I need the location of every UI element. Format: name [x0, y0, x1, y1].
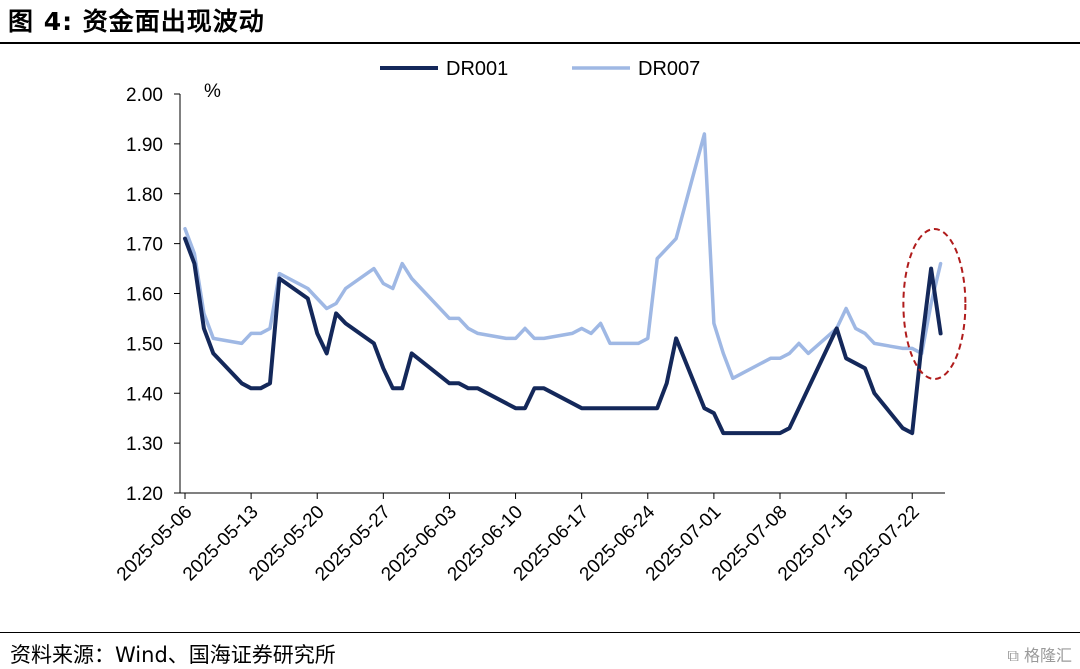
- watermark-icon: ⧉: [1007, 646, 1019, 665]
- chart-axes: [179, 94, 945, 494]
- y-tick-label: 1.60: [126, 285, 163, 306]
- chart-annotations: [902, 228, 967, 380]
- y-tick-label: 1.30: [126, 434, 163, 455]
- chart-lines: [183, 132, 943, 436]
- page-title: 图 4: 资金面出现波动: [8, 7, 265, 36]
- series-line-dr007: [183, 132, 943, 381]
- x-axis-ticks: 2025-05-062025-05-132025-05-202025-05-27…: [113, 493, 924, 585]
- y-tick-label: 1.40: [126, 384, 163, 405]
- watermark-text: 格隆汇: [1023, 646, 1072, 665]
- y-tick-label: 2.00: [126, 85, 163, 106]
- legend-label-dr001: DR001: [446, 58, 508, 80]
- y-tick-label: 1.20: [126, 484, 163, 505]
- watermark-logo: ⧉ 格隆汇: [1007, 642, 1072, 666]
- footer-rule: [0, 632, 1080, 633]
- y-tick-label: 1.50: [126, 334, 163, 355]
- series-line-dr001: [183, 236, 943, 436]
- y-tick-label: 1.80: [126, 185, 163, 206]
- legend-label-dr007: DR007: [638, 58, 700, 80]
- chart-legend: DR001 DR007: [380, 58, 700, 80]
- title-rule: [0, 42, 1080, 44]
- y-axis-unit: %: [204, 81, 221, 102]
- y-tick-label: 1.70: [126, 235, 163, 256]
- source-note: 资料来源：Wind、国海证券研究所: [10, 643, 336, 667]
- y-axis-ticks: 2.00 1.90 1.80 1.70 1.60 1.50 1.40 1.30 1.20%: [126, 81, 221, 505]
- highlight-ellipse: [902, 228, 967, 380]
- y-tick-label: 1.90: [126, 135, 163, 156]
- line-chart: 2.00 1.90 1.80 1.70 1.60 1.50 1.40 1.30 1.20% 20…: [113, 58, 967, 585]
